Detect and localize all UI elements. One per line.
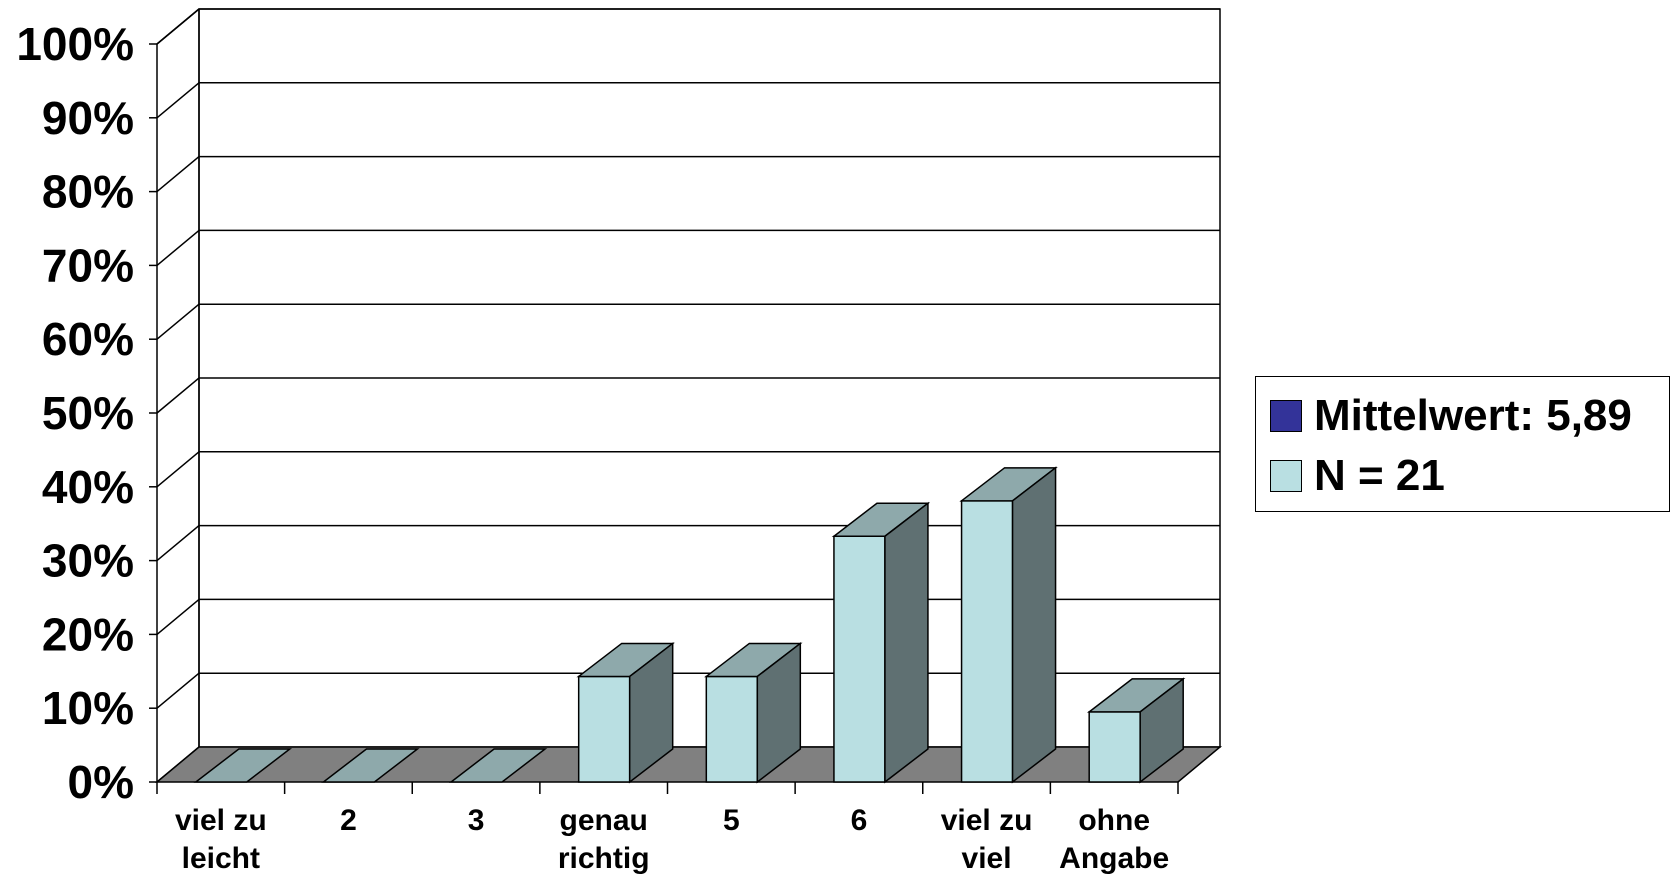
bar: [704, 641, 803, 784]
gridline-side: [156, 229, 200, 266]
legend: Mittelwert: 5,89 N = 21: [1255, 376, 1670, 512]
bar-front: [960, 500, 1014, 783]
bar-front: [577, 675, 631, 783]
x-category-labels: viel zu leicht 2 3 genau richtig 5 6 viel zu viel…: [175, 804, 1169, 875]
legend-item-mean: Mittelwert: 5,89: [1270, 391, 1632, 441]
bar-side: [1139, 677, 1184, 784]
x-category-label: 6: [851, 804, 868, 837]
x-category-label: 2: [340, 804, 357, 837]
bar-front: [1088, 711, 1141, 783]
y-tick-label: 0%: [68, 756, 134, 808]
y-tick-label: 20%: [42, 608, 134, 660]
bar-side: [1011, 466, 1057, 784]
gridline-side: [156, 598, 200, 635]
bar-side: [884, 501, 929, 784]
bar: [193, 748, 293, 783]
x-category-label: genau richtig: [558, 804, 650, 875]
legend-label-mean: Mittelwert: 5,89: [1314, 391, 1632, 440]
gridline-side: [156, 82, 200, 119]
bars: [193, 466, 1186, 784]
gridline-side: [156, 525, 200, 562]
floor: [154, 746, 1223, 783]
bar-side: [628, 641, 674, 784]
axes: [149, 9, 1179, 794]
bar-top: [193, 748, 293, 783]
legend-swatch-mean: [1270, 400, 1302, 432]
x-category-label: 5: [723, 804, 740, 837]
y-tick-label: 70%: [42, 239, 134, 291]
legend-label-n: N = 21: [1314, 451, 1445, 500]
bar: [1086, 677, 1186, 784]
bar-top: [321, 748, 420, 783]
chart-floor: [154, 746, 1223, 783]
x-category-label: ohne Angabe: [1059, 804, 1169, 875]
gridline-side: [156, 451, 200, 488]
bar-top: [448, 748, 548, 783]
y-tick-label: 10%: [42, 682, 134, 734]
gridline-side: [156, 672, 200, 709]
bar: [576, 641, 675, 784]
bar-front: [705, 675, 759, 783]
gridline-side: [156, 377, 200, 414]
y-tick-label: 90%: [42, 92, 134, 144]
x-category-label: viel zu leicht: [175, 804, 267, 875]
bar: [831, 501, 931, 784]
bar: [448, 748, 548, 783]
y-tick-labels: 0% 10% 20% 30% 40% 50% 60% 70% 80% 90% 100%: [16, 18, 134, 808]
legend-item-n: N = 21: [1270, 451, 1445, 501]
y-tick-label: 100%: [16, 18, 134, 70]
gridline-side: [156, 303, 200, 340]
x-category-label: 3: [468, 804, 485, 837]
bar-front: [833, 535, 886, 783]
bar: [959, 466, 1058, 784]
y-tick-label: 30%: [42, 535, 134, 587]
bar: [321, 748, 420, 783]
y-tick-label: 50%: [42, 387, 134, 439]
y-tick-label: 60%: [42, 313, 134, 365]
legend-swatch-n: [1270, 460, 1302, 492]
bar-side: [756, 641, 802, 784]
y-tick-label: 80%: [42, 166, 134, 218]
gridline-side: [156, 156, 200, 193]
gridline-side: [156, 8, 200, 45]
y-tick-label: 40%: [42, 461, 134, 513]
x-category-label: viel zu viel: [941, 804, 1033, 875]
